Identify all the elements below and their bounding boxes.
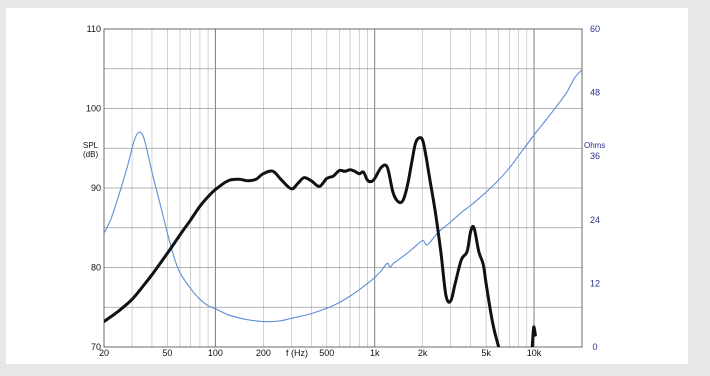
y-tick-label-right: 0	[592, 342, 597, 352]
x-tick-label: 5k	[481, 348, 491, 358]
y-axis-label-left-unit: (dB)	[83, 150, 98, 159]
frequency-response-chart: 70 80 90 100 110 0 12 24 36 48 60 20 50 100 200 500 1k 2k…	[83, 24, 605, 358]
spl-curve	[104, 136, 501, 347]
y-axis-label-left: SPL	[83, 141, 99, 150]
y-tick-label-left: 90	[91, 183, 101, 193]
x-tick-label: 1k	[370, 348, 380, 358]
chart-frame: 70 80 90 100 110 0 12 24 36 48 60 20 50 100 200 500 1k 2k…	[6, 8, 688, 364]
x-tick-label: 100	[208, 348, 223, 358]
impedance-curve	[104, 69, 583, 323]
x-tick-label: 50	[162, 348, 172, 358]
x-tick-label: 20	[99, 348, 109, 358]
x-tick-label: 200	[256, 348, 271, 358]
y-tick-label-left: 70	[91, 342, 101, 352]
series-layer	[104, 69, 583, 347]
y-axis-label-right: Ohms	[584, 141, 605, 150]
spl-curve-segment	[530, 325, 537, 347]
x-tick-label: 500	[319, 348, 334, 358]
y-tick-label-right: 36	[590, 151, 600, 161]
y-tick-label-right: 12	[590, 278, 600, 288]
grid	[103, 28, 583, 348]
y-tick-label-left: 110	[87, 24, 101, 34]
y-tick-label-left: 80	[91, 263, 101, 273]
y-tick-label-right: 24	[590, 215, 600, 225]
x-tick-label: 10k	[527, 348, 542, 358]
axes: 70 80 90 100 110 0 12 24 36 48 60 20 50 100 200 500 1k 2k…	[86, 24, 600, 358]
plot-border	[103, 28, 583, 348]
y-tick-label-right: 48	[590, 88, 600, 98]
x-tick-label: 2k	[418, 348, 428, 358]
y-tick-label-left: 100	[86, 104, 101, 114]
x-axis-label: f (Hz)	[286, 348, 308, 358]
y-tick-label-right: 60	[590, 24, 600, 34]
labels-layer: SPL (dB) Ohms	[83, 141, 605, 159]
